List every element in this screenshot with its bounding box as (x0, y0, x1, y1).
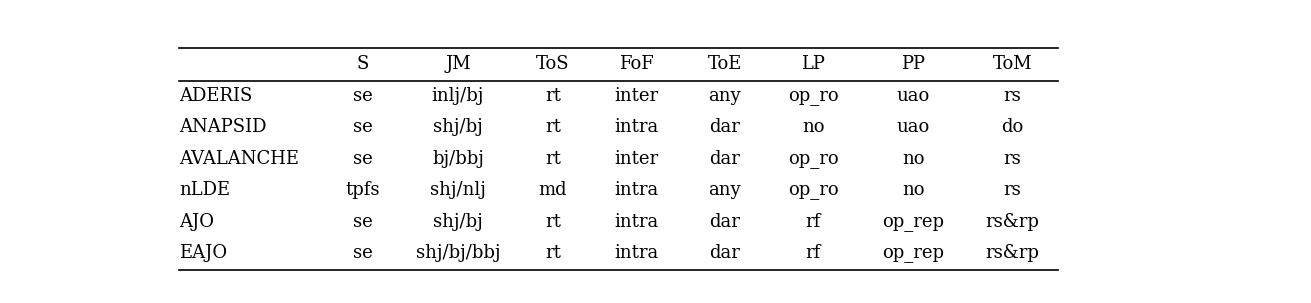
Text: rt: rt (545, 244, 561, 262)
Text: inlj/bj: inlj/bj (431, 87, 484, 105)
Text: FoF: FoF (619, 55, 654, 73)
Text: rt: rt (545, 213, 561, 231)
Text: no: no (902, 181, 924, 199)
Text: op_rep: op_rep (882, 244, 944, 262)
Text: any: any (708, 181, 741, 199)
Text: rf: rf (805, 244, 821, 262)
Text: ToM: ToM (992, 55, 1032, 73)
Text: do: do (1002, 118, 1024, 136)
Text: shj/bj: shj/bj (433, 213, 482, 231)
Text: PP: PP (901, 55, 926, 73)
Text: rs&rp: rs&rp (986, 244, 1040, 262)
Text: ToS: ToS (536, 55, 570, 73)
Text: rf: rf (805, 213, 821, 231)
Text: rt: rt (545, 118, 561, 136)
Text: ANAPSID: ANAPSID (180, 118, 266, 136)
Text: dar: dar (709, 213, 741, 231)
Text: se: se (353, 213, 372, 231)
Text: shj/nlj: shj/nlj (430, 181, 486, 199)
Text: se: se (353, 87, 372, 105)
Text: AJO: AJO (180, 213, 214, 231)
Text: LP: LP (801, 55, 825, 73)
Text: op_ro: op_ro (788, 87, 839, 105)
Text: se: se (353, 150, 372, 168)
Text: inter: inter (615, 87, 658, 105)
Text: rs: rs (1003, 150, 1021, 168)
Text: rs: rs (1003, 87, 1021, 105)
Text: S: S (357, 55, 370, 73)
Text: JM: JM (446, 55, 471, 73)
Text: rt: rt (545, 87, 561, 105)
Text: op_rep: op_rep (882, 213, 944, 231)
Text: rs&rp: rs&rp (986, 213, 1040, 231)
Text: bj/bbj: bj/bbj (433, 150, 484, 168)
Text: dar: dar (709, 118, 741, 136)
Text: AVALANCHE: AVALANCHE (180, 150, 299, 168)
Text: uao: uao (897, 118, 929, 136)
Text: any: any (708, 87, 741, 105)
Text: op_ro: op_ro (788, 150, 839, 168)
Text: rs: rs (1003, 181, 1021, 199)
Text: no: no (802, 118, 825, 136)
Text: intra: intra (614, 244, 658, 262)
Text: nLDE: nLDE (180, 181, 231, 199)
Text: ADERIS: ADERIS (180, 87, 253, 105)
Text: ToE: ToE (708, 55, 742, 73)
Text: shj/bj: shj/bj (433, 118, 482, 136)
Text: shj/bj/bbj: shj/bj/bbj (416, 244, 501, 262)
Text: intra: intra (614, 181, 658, 199)
Text: se: se (353, 244, 372, 262)
Text: se: se (353, 118, 372, 136)
Text: op_ro: op_ro (788, 181, 839, 199)
Text: dar: dar (709, 244, 741, 262)
Text: intra: intra (614, 118, 658, 136)
Text: no: no (902, 150, 924, 168)
Text: uao: uao (897, 87, 929, 105)
Text: intra: intra (614, 213, 658, 231)
Text: inter: inter (615, 150, 658, 168)
Text: rt: rt (545, 150, 561, 168)
Text: tpfs: tpfs (346, 181, 380, 199)
Text: dar: dar (709, 150, 741, 168)
Text: md: md (539, 181, 568, 199)
Text: EAJO: EAJO (180, 244, 227, 262)
